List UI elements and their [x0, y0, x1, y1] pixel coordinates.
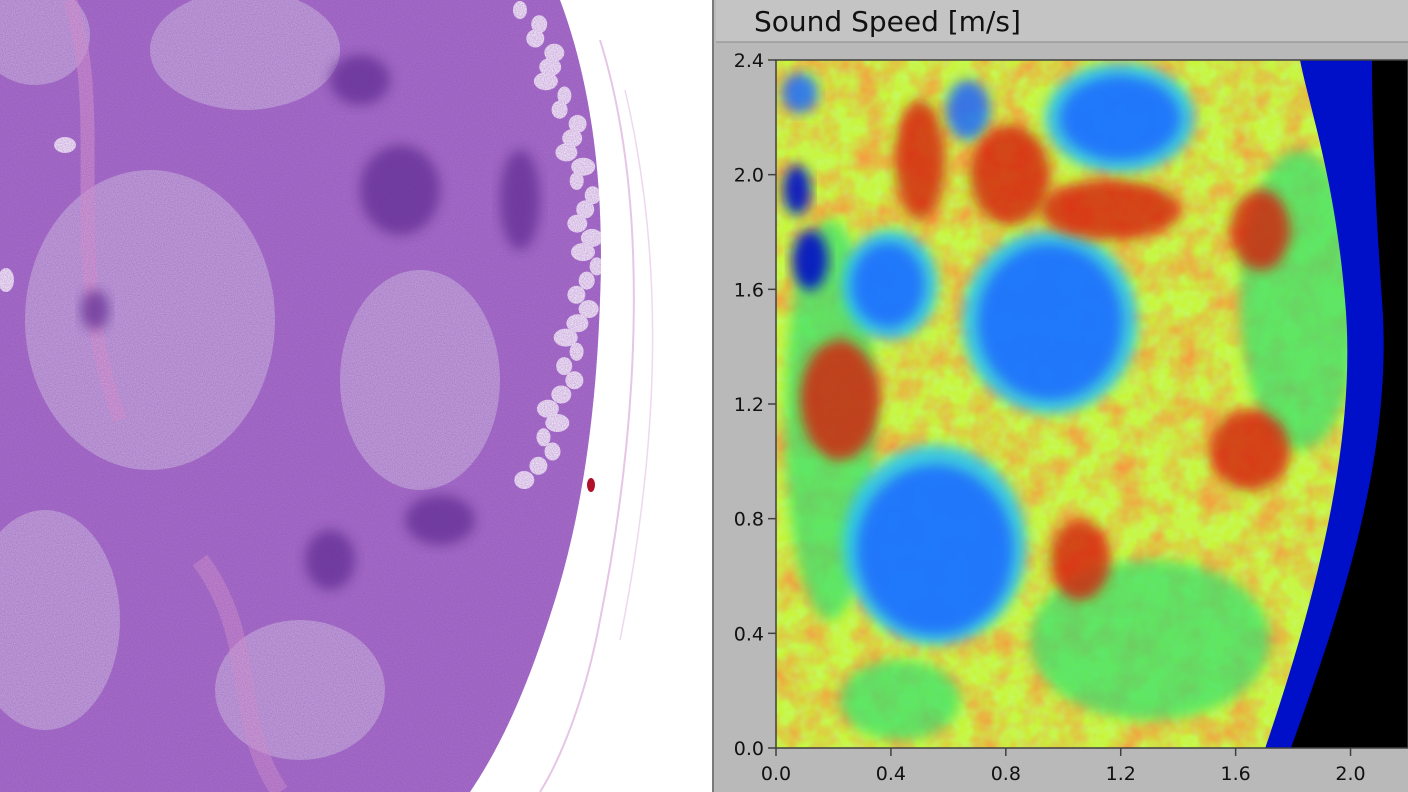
capsule-strand	[539, 39, 635, 792]
high-speed-band	[1230, 190, 1290, 270]
follicle-core	[857, 465, 1013, 635]
follicle-core	[946, 80, 990, 140]
high-speed-band	[895, 100, 945, 220]
y-tick-label: 1.6	[734, 279, 764, 301]
edge-low-speed	[792, 230, 828, 290]
follicle-core	[1060, 76, 1180, 160]
map-region-group	[782, 60, 1408, 748]
y-tick-label: 0.8	[734, 509, 764, 531]
low-speed-area	[840, 660, 960, 740]
edge-low-speed	[783, 165, 811, 215]
x-tick-label: 1.6	[1221, 763, 1251, 785]
x-tick-label: 0.8	[991, 763, 1021, 785]
high-speed-band	[1040, 180, 1180, 240]
low-speed-area	[1030, 560, 1270, 720]
x-axis: 0.0 0.4 0.8 1.2 1.6 2.0	[761, 748, 1366, 785]
follicle-core	[978, 244, 1122, 400]
water-background	[1290, 60, 1408, 748]
sound-speed-panel: Sound Speed [m/s] 0.00.40.81.21.62.02.4 …	[712, 0, 1408, 792]
x-tick-label: 0.0	[761, 763, 791, 785]
high-speed-band	[1050, 520, 1110, 600]
follicle-core	[852, 243, 924, 327]
sound-speed-map	[776, 60, 1408, 748]
histology-image	[0, 0, 654, 792]
y-tick-label: 0.0	[734, 738, 764, 760]
x-tick-label: 2.0	[1335, 763, 1365, 785]
y-tick-label: 2.0	[734, 165, 764, 187]
title-bar	[716, 0, 1408, 42]
panel-title: Sound Speed [m/s]	[754, 5, 1021, 38]
y-tick-label: 1.2	[734, 394, 764, 416]
high-speed-band	[970, 125, 1050, 225]
y-tick-label: 0.4	[734, 623, 764, 645]
tissue-texture	[0, 0, 601, 792]
red-blood-cell	[587, 478, 595, 492]
high-speed-band	[800, 340, 880, 460]
follicle-core	[782, 73, 818, 113]
y-axis: 0.0 0.4 0.8 1.2 1.6 2.0 2.4	[734, 50, 776, 760]
y-tick-label: 2.4	[734, 50, 764, 72]
high-speed-band	[1210, 410, 1290, 490]
x-tick-label: 0.4	[876, 763, 906, 785]
capsule-strand	[619, 89, 654, 641]
x-tick-label: 1.2	[1106, 763, 1136, 785]
tissue-section	[0, 0, 601, 792]
